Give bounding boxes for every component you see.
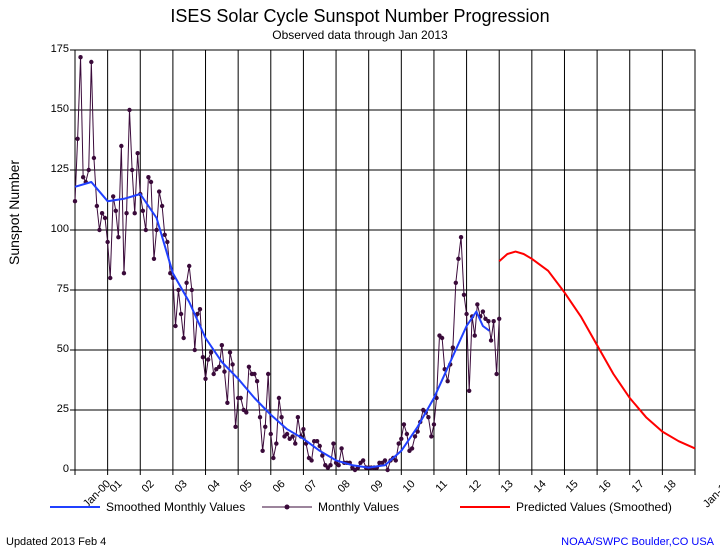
legend-item-monthly: Monthly Values [262,500,399,514]
y-tick-75: 75 [41,283,69,295]
legend-item-smoothed: Smoothed Monthly Values [50,500,245,514]
y-tick-150: 150 [41,103,69,115]
y-tick-0: 0 [41,463,69,475]
y-tick-25: 25 [41,403,69,415]
legend-item-predicted: Predicted Values (Smoothed) [460,500,672,514]
y-tick-100: 100 [41,223,69,235]
attribution-label: NOAA/SWPC Boulder,CO USA [561,536,714,548]
y-tick-125: 125 [41,163,69,175]
updated-label: Updated 2013 Feb 4 [6,536,106,548]
y-tick-50: 50 [41,343,69,355]
legend-label: Predicted Values (Smoothed) [516,500,672,514]
legend-label: Smoothed Monthly Values [106,500,245,514]
y-tick-175: 175 [41,43,69,55]
legend-label: Monthly Values [318,500,399,514]
chart-plot [0,0,720,550]
